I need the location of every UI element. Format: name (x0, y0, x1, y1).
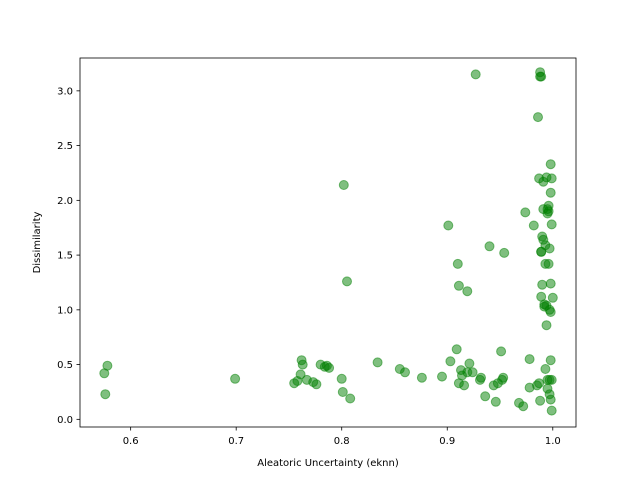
data-point (102, 360, 113, 371)
data-point (338, 180, 349, 190)
y-axis-ticks: 0.0 0.5 1.0 1.5 2.0 2.5 3.0 (57, 86, 80, 426)
data-point (345, 393, 356, 404)
y-tick-label: 2.0 (57, 196, 73, 207)
data-point (416, 372, 427, 383)
data-point (297, 359, 308, 370)
data-point (467, 367, 478, 378)
data-point (543, 258, 554, 269)
x-axis-label: Aleatoric Uncertainty (eknn) (257, 458, 399, 469)
x-tick-label: 0.8 (334, 436, 350, 447)
y-tick-label: 1.5 (57, 251, 73, 262)
data-point (518, 401, 529, 412)
data-point (545, 159, 556, 170)
data-points (99, 67, 558, 416)
data-point (535, 395, 546, 406)
data-point (459, 380, 470, 391)
data-point (342, 276, 352, 287)
data-point (499, 247, 510, 258)
data-point (545, 187, 556, 198)
x-tick-label: 0.9 (439, 436, 455, 447)
data-point (547, 292, 558, 303)
data-point (498, 372, 509, 383)
x-axis-ticks: 0.6 0.7 0.8 0.9 1.0 (123, 427, 561, 447)
y-tick-label: 3.0 (57, 86, 73, 97)
data-point (336, 373, 347, 384)
data-point (490, 396, 501, 407)
data-point (545, 355, 556, 366)
data-point (534, 378, 545, 389)
data-point (470, 69, 481, 80)
data-point (311, 379, 322, 390)
data-point (496, 346, 507, 357)
data-point (462, 286, 473, 297)
y-axis-label: Dissimilarity (32, 212, 43, 274)
data-point (546, 374, 557, 385)
data-point (543, 206, 554, 217)
data-point (520, 207, 531, 218)
x-tick-label: 0.6 (123, 436, 139, 447)
data-point (295, 369, 306, 380)
data-point (546, 405, 557, 416)
data-point (536, 71, 547, 82)
data-point (545, 307, 556, 317)
data-point (484, 241, 495, 252)
x-tick-label: 0.7 (228, 436, 244, 447)
data-point (546, 219, 557, 230)
data-point (537, 279, 548, 290)
data-point (464, 358, 475, 369)
data-point (524, 354, 535, 365)
data-point (230, 373, 241, 384)
data-point (480, 391, 491, 402)
data-point (100, 389, 111, 400)
y-tick-label: 0.5 (57, 360, 73, 371)
data-point (545, 394, 556, 405)
data-point (443, 220, 454, 231)
data-point (544, 243, 555, 254)
data-point (545, 278, 556, 289)
data-point (400, 367, 410, 378)
data-point (445, 356, 456, 367)
data-point (476, 372, 486, 383)
data-point (541, 320, 552, 331)
y-tick-label: 2.5 (57, 141, 73, 152)
plot-frame (79, 57, 577, 428)
data-point (453, 280, 464, 291)
y-tick-label: 0.0 (57, 415, 73, 426)
data-point (337, 387, 348, 397)
data-point (452, 258, 463, 269)
data-point (324, 362, 335, 373)
data-point (546, 173, 557, 184)
data-point (437, 371, 447, 382)
data-point (372, 357, 383, 368)
data-point (528, 220, 539, 231)
data-point (533, 112, 543, 123)
data-point (451, 344, 462, 355)
y-tick-label: 1.0 (57, 305, 73, 316)
x-tick-label: 1.0 (545, 436, 561, 447)
data-point (540, 364, 551, 374)
